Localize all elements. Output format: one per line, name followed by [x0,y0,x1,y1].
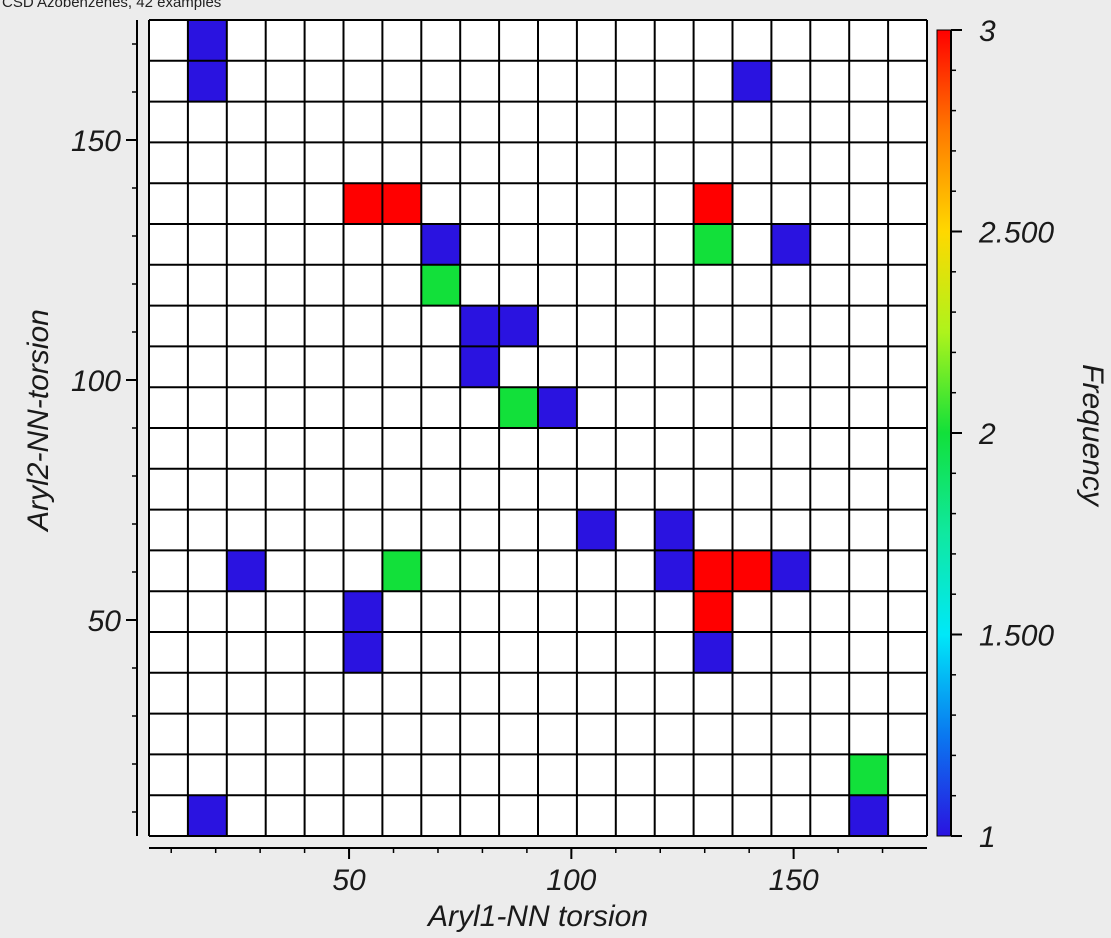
x-axis-label: Aryl1-NN torsion [426,900,648,933]
heatmap-cell [499,387,538,428]
heatmap-cell [576,509,616,551]
heatmap-cell [382,183,422,224]
chart-header: CSD Azobenzenes, 42 examples [2,0,222,10]
heatmap-cell [226,550,266,592]
heatmap-cell [654,509,694,551]
y-axis-label: Aryl2-NN-torsion [22,309,55,533]
heatmap-cell [421,224,461,265]
heatmap-cell [732,550,772,592]
y-tick-label: 150 [71,125,121,158]
heatmap-cell [693,632,733,673]
x-tick-label: 50 [332,864,366,897]
heatmap-cell [187,60,227,102]
x-tick-label: 100 [546,864,596,897]
heatmap-cell [771,224,811,265]
heatmap-cell [382,550,422,592]
plot-area [148,19,928,837]
y-tick-label: 50 [88,605,122,638]
colorbar-tick-label: 3 [979,15,996,48]
heatmap-cell [187,20,227,61]
colorbar-tick-label: 1 [979,821,996,854]
heatmap-cell [693,591,733,632]
x-axis: 50 100 150 [149,847,927,897]
colorbar-tick-label: 2.500 [978,217,1054,250]
heatmap-cell [732,60,772,102]
heatmap-cell [460,346,500,388]
x-tick-label: 150 [769,864,819,897]
heatmap-cell [460,305,500,347]
y-tick-label: 100 [71,365,121,398]
heatmap-cell [849,754,889,796]
heatmap-cell [187,795,227,836]
heatmap-cell [849,795,889,836]
y-axis: 50 100 150 [71,20,138,836]
colorbar-label: Frequency [1076,364,1109,508]
heatmap-cell [343,591,383,632]
colorbar-tick-label: 1.500 [979,620,1054,653]
colorbar: 1 1.500 2 2.500 3 [936,15,1054,854]
heatmap-cell [654,550,694,592]
heatmap-cell [693,550,733,592]
heatmap-cell [499,305,538,347]
heatmap-cell [343,183,383,224]
colorbar-gradient [936,29,952,837]
heatmap-cell [771,550,811,592]
heatmap-cell [343,632,383,673]
heatmap-cell [693,183,733,224]
colorbar-tick-label: 2 [978,418,996,451]
heatmap-cell [421,264,461,306]
heatmap-cell [693,224,733,265]
heatmap-cell [538,387,577,428]
